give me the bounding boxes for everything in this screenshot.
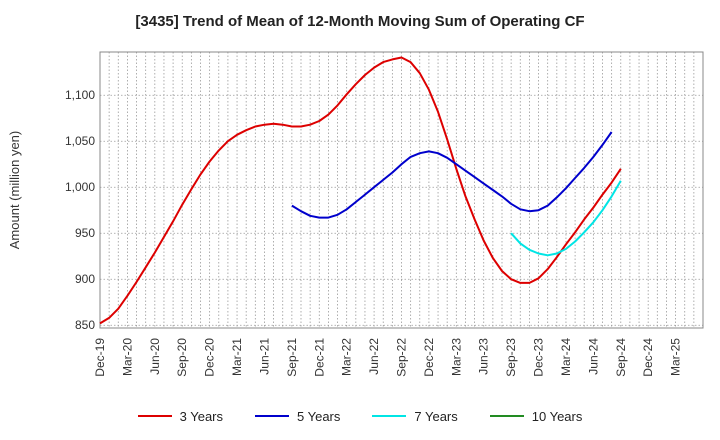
chart-title: [3435] Trend of Mean of 12-Month Moving …	[135, 13, 585, 30]
x-tick-label: Sep-20	[175, 338, 189, 377]
x-tick-label: Mar-24	[559, 338, 573, 376]
x-tick-label: Dec-20	[203, 338, 217, 377]
x-tick-label: Mar-20	[120, 338, 134, 376]
legend-label: 10 Years	[531, 408, 583, 424]
line-chart: 850 900 950 1,000 1,050 1,100 Dec-19 Mar-20 Jun…	[7, 51, 704, 377]
x-tick-label: Dec-19	[93, 338, 107, 377]
x-tick-label: Jun-20	[148, 338, 162, 375]
series-line-5-years	[291, 131, 613, 219]
y-tick-labels: 850 900 950 1,000 1,050 1,100	[65, 88, 95, 332]
legend-item: 5 Years	[255, 406, 340, 426]
x-tick-label: Mar-23	[449, 338, 463, 376]
legend-label: 7 Years	[414, 408, 458, 424]
x-tick-label: Mar-22	[340, 338, 354, 376]
legend-swatch	[489, 415, 524, 417]
y-tick-label: 1,050	[65, 134, 95, 148]
grid-layer	[99, 52, 704, 328]
legend-swatch	[372, 415, 407, 417]
legend-item: 7 Years	[372, 406, 458, 426]
x-tick-label: Jun-21	[257, 338, 271, 375]
y-tick-label: 950	[75, 226, 95, 240]
y-tick-label: 1,000	[65, 180, 95, 194]
legend-label: 3 Years	[179, 408, 223, 424]
legend-item: 3 Years	[137, 406, 223, 426]
x-tick-label: Sep-24	[614, 338, 628, 377]
x-tick-label: Dec-24	[641, 338, 655, 377]
x-tick-label: Sep-21	[285, 338, 299, 377]
y-axis-label: Amount (million yen)	[7, 131, 22, 250]
legend: 3 Years 5 Years 7 Years 10 Years	[0, 406, 720, 426]
x-tick-label: Dec-22	[422, 338, 436, 377]
plot-frame	[99, 51, 704, 329]
series-line-7-years	[510, 180, 622, 257]
x-tick-label: Mar-25	[669, 338, 683, 376]
legend-label: 5 Years	[297, 408, 341, 424]
x-tick-label: Dec-23	[532, 338, 546, 377]
legend-swatch	[255, 415, 289, 417]
y-tick-label: 1,100	[65, 88, 95, 102]
x-tick-labels: Dec-19 Mar-20 Jun-20 Sep-20 Dec-20 Mar-21 Jun-…	[93, 338, 683, 377]
x-tick-label: Jun-22	[367, 338, 381, 375]
y-tick-label: 900	[75, 272, 95, 286]
x-tick-label: Mar-21	[230, 338, 244, 376]
y-tick-label: 850	[75, 318, 95, 332]
x-tick-label: Sep-22	[395, 338, 409, 377]
x-tick-label: Jun-24	[586, 338, 600, 375]
series-layer	[99, 56, 622, 325]
series-line-3-years	[99, 56, 622, 325]
x-tick-label: Sep-23	[504, 338, 518, 377]
legend-swatch	[137, 415, 172, 417]
legend-item: 10 Years	[489, 406, 583, 426]
x-tick-label: Dec-21	[312, 338, 326, 377]
x-tick-label: Jun-23	[477, 338, 491, 375]
